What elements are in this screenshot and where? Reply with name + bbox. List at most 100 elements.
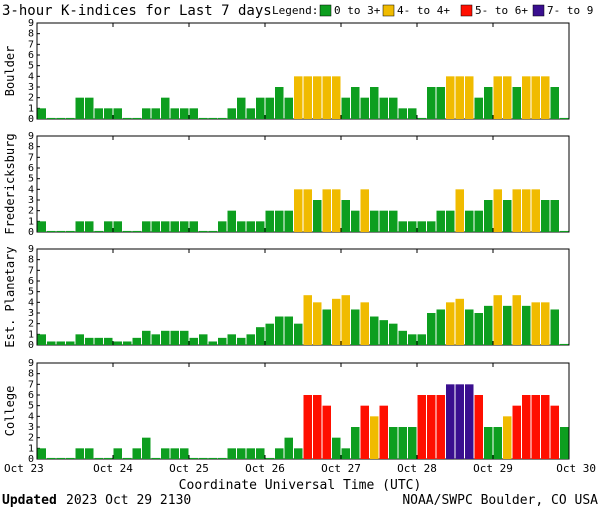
k-index-bar	[132, 117, 141, 119]
k-index-bar	[436, 395, 445, 459]
k-index-bar	[379, 320, 388, 345]
y-tick-label: 4	[28, 297, 34, 308]
k-index-bar	[370, 416, 379, 459]
k-index-bar	[275, 210, 284, 232]
k-index-bar	[332, 437, 341, 459]
k-index-bar	[484, 305, 493, 345]
k-index-bar	[104, 457, 113, 459]
k-index-bar	[417, 221, 426, 232]
k-index-bar	[360, 97, 369, 119]
k-index-bar	[246, 334, 255, 345]
k-index-bar	[398, 108, 407, 119]
k-index-bar	[436, 87, 445, 119]
k-index-bar	[246, 221, 255, 232]
k-index-bar	[75, 221, 84, 232]
k-index-bar	[151, 334, 160, 345]
y-tick-label: 3	[28, 308, 34, 319]
y-axis-label: Fredericksburg	[3, 133, 17, 234]
k-index-bar	[199, 334, 208, 345]
k-index-bar	[180, 330, 189, 345]
k-index-bar	[104, 337, 113, 345]
k-index-bar	[389, 210, 398, 232]
y-tick-label: 8	[28, 29, 34, 40]
k-index-bar	[332, 298, 341, 345]
y-tick-label: 7	[28, 379, 34, 390]
k-index-bar	[256, 221, 265, 232]
k-index-bar	[408, 334, 417, 345]
k-index-bar	[322, 76, 331, 119]
k-index-bar	[170, 108, 179, 119]
k-index-bar	[256, 448, 265, 459]
k-index-bar	[66, 341, 75, 345]
k-index-bar	[541, 76, 550, 119]
k-index-bar	[398, 330, 407, 345]
k-index-bar	[189, 457, 198, 459]
legend-swatch	[382, 4, 395, 17]
k-index-bar	[123, 457, 132, 459]
k-index-bar	[85, 221, 94, 232]
k-index-bar	[503, 76, 512, 119]
k-index-bar	[294, 76, 303, 119]
k-index-bar	[351, 87, 360, 119]
k-index-bar	[113, 448, 122, 459]
k-index-bar	[47, 117, 56, 119]
updated-value: 2023 Oct 29 2130	[66, 493, 191, 508]
k-index-bar	[313, 395, 322, 459]
k-index-bar	[113, 221, 122, 232]
legend: 0 to 3+ 4- to 4+ 5- to 6+ 7- to 9	[319, 4, 593, 17]
k-index-bar	[560, 117, 569, 119]
k-index-bar	[474, 313, 483, 345]
y-tick-label: 1	[28, 216, 34, 227]
k-index-bar	[474, 395, 483, 459]
y-tick-label: 3	[28, 82, 34, 93]
k-index-bar	[436, 210, 445, 232]
k-index-bar	[493, 427, 502, 459]
k-index-bar	[284, 97, 293, 119]
y-tick-label: 2	[28, 433, 34, 444]
k-index-bar	[265, 457, 274, 459]
k-index-bar	[503, 416, 512, 459]
x-tick-label: Oct 30	[556, 462, 596, 475]
k-index-bar	[550, 405, 559, 459]
k-index-bar	[56, 117, 65, 119]
k-index-bar	[408, 221, 417, 232]
y-tick-label: 7	[28, 265, 34, 276]
k-index-bar	[322, 405, 331, 459]
k-index-bar	[142, 108, 151, 119]
k-index-bar	[104, 108, 113, 119]
k-index-bar	[332, 76, 341, 119]
y-tick-label: 5	[28, 401, 34, 412]
source-credit: NOAA/SWPC Boulder, CO USA	[402, 493, 598, 508]
y-tick-label: 3	[28, 195, 34, 206]
k-index-bar	[560, 230, 569, 232]
k-index-bar	[37, 108, 46, 119]
k-index-bar	[341, 448, 350, 459]
k-index-bar	[484, 200, 493, 232]
k-index-bar	[341, 97, 350, 119]
k-index-bar	[484, 427, 493, 459]
y-tick-label: 8	[28, 369, 34, 380]
updated-label: Updated	[2, 493, 57, 508]
x-tick-label: Oct 24	[93, 462, 133, 475]
k-index-bar	[417, 117, 426, 119]
k-index-bar	[151, 457, 160, 459]
k-index-bar	[199, 117, 208, 119]
y-tick-label: 5	[28, 287, 34, 298]
x-tick-label: Oct 29	[473, 462, 513, 475]
legend-entry-label: 7- to 9	[547, 4, 593, 17]
k-index-bar	[284, 210, 293, 232]
k-index-bar	[408, 427, 417, 459]
k-index-bar	[455, 189, 464, 232]
y-tick-label: 8	[28, 142, 34, 153]
k-index-bar	[113, 108, 122, 119]
k-index-bar	[237, 337, 246, 345]
k-index-bar	[94, 457, 103, 459]
k-index-bar	[531, 76, 540, 119]
k-index-bar	[66, 230, 75, 232]
chart-title: 3-hour K-indices for Last 7 days	[2, 3, 272, 19]
y-tick-label: 2	[28, 319, 34, 330]
